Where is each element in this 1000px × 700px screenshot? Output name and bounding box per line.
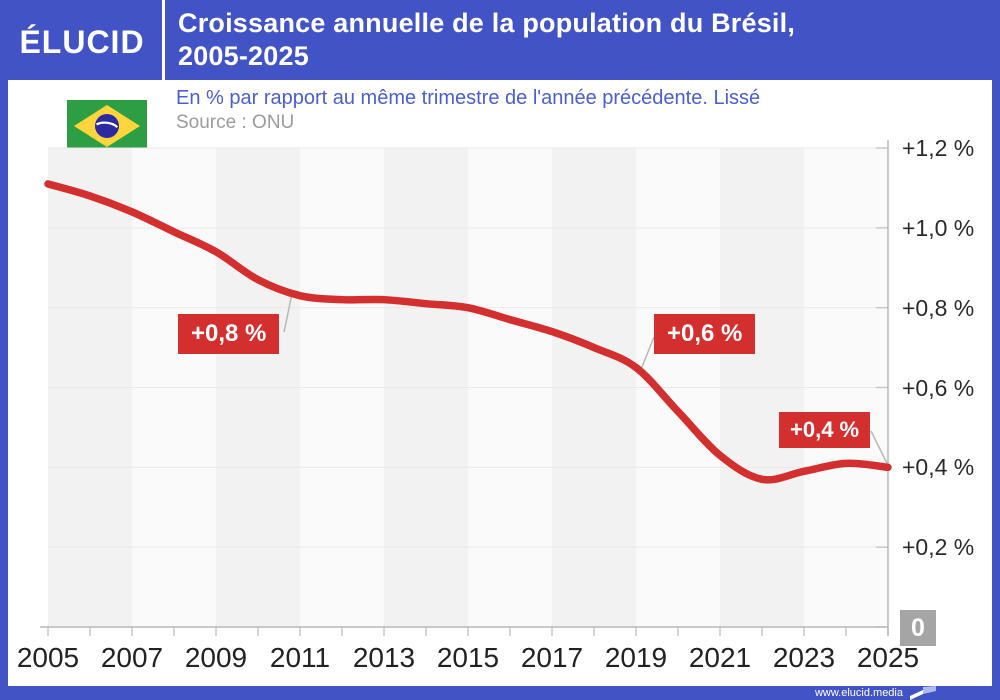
- y-tick-label: +0,8 %: [902, 294, 975, 321]
- x-tick-label: 2005: [16, 642, 80, 673]
- y-tick-label: +1,0 %: [902, 214, 975, 241]
- y-tick-label: +0,4 %: [902, 454, 975, 481]
- x-tick-label: 2025: [856, 642, 920, 673]
- elucid-flag-icon: [910, 686, 936, 700]
- x-tick-label: 2013: [352, 642, 416, 673]
- annotation-label-0-4: +0,4 %: [779, 412, 871, 448]
- footer: www.elucid.media: [0, 686, 1000, 700]
- elucid-logo: ÉLUCID: [19, 24, 145, 60]
- footer-url: www.elucid.media: [814, 687, 903, 699]
- y-zero-badge: 0: [900, 610, 936, 646]
- header: ÉLUCID Croissance annuelle de la populat…: [0, 0, 1000, 80]
- x-tick-label: 2009: [184, 642, 248, 673]
- x-tick-label: 2021: [688, 642, 752, 673]
- x-tick-label: 2023: [772, 642, 836, 673]
- x-tick-label: 2015: [436, 642, 500, 673]
- y-tick-label: +0,2 %: [902, 534, 975, 561]
- annotation-label-0-8: +0,8 %: [178, 314, 280, 354]
- chart-subtitle: En % par rapport au même trimestre de l'…: [176, 87, 761, 109]
- header-divider: [162, 0, 165, 80]
- x-tick-label: 2011: [269, 642, 331, 673]
- x-tick-label: 2017: [520, 642, 584, 673]
- y-tick-label: +1,2 %: [902, 135, 975, 161]
- x-tick-label: 2019: [604, 642, 668, 673]
- chart-title-line1: Croissance annuelle de la population du …: [178, 8, 796, 38]
- brazil-flag-icon: [67, 100, 147, 152]
- y-tick-label: +0,6 %: [902, 374, 975, 401]
- chart-card: [8, 80, 992, 686]
- chart-source: Source : ONU: [176, 112, 295, 133]
- chart-title-line2: 2005-2025: [178, 41, 309, 71]
- x-tick-label: 2007: [100, 642, 164, 673]
- annotation-label-0-6: +0,6 %: [654, 314, 756, 354]
- chart-title: Croissance annuelle de la population du …: [178, 7, 795, 73]
